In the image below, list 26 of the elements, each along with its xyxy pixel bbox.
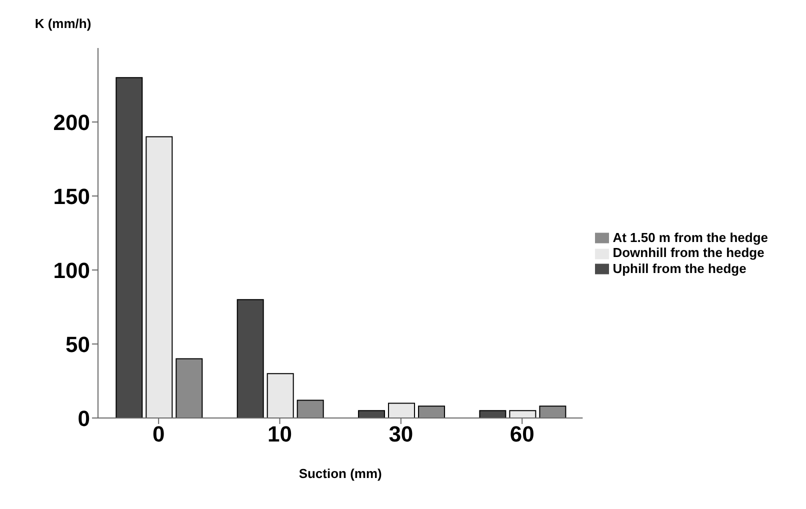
- x-tick-label: 30: [388, 422, 414, 447]
- bar: [266, 373, 294, 418]
- bar: [539, 406, 566, 418]
- legend-label: Uphill from the hedge: [612, 260, 746, 276]
- x-tick-label: 60: [510, 422, 534, 447]
- y-tick-label: 0: [78, 406, 90, 431]
- y-tick-label: 100: [53, 258, 90, 283]
- legend-label: Downhill from the hedge: [612, 245, 764, 260]
- bar: [176, 358, 203, 418]
- bar: [296, 400, 324, 418]
- legend-label: At 1.50 m from the hedge: [612, 230, 768, 245]
- bar: [236, 299, 264, 418]
- bar: [388, 402, 416, 418]
- x-axis-title: Suction (mm): [298, 466, 382, 481]
- y-tick-label: 200: [53, 110, 90, 135]
- bar: [509, 410, 536, 418]
- y-axis-title: K (mm/h): [34, 16, 92, 31]
- bar: [146, 136, 173, 418]
- x-tick-label: 0: [152, 422, 165, 447]
- x-tick-label: 10: [268, 422, 292, 447]
- bar: [358, 410, 386, 418]
- y-tick-label: 150: [53, 184, 90, 209]
- y-tick-label: 50: [66, 332, 90, 357]
- bar: [418, 406, 446, 418]
- bar: [116, 77, 143, 418]
- bar: [479, 410, 506, 418]
